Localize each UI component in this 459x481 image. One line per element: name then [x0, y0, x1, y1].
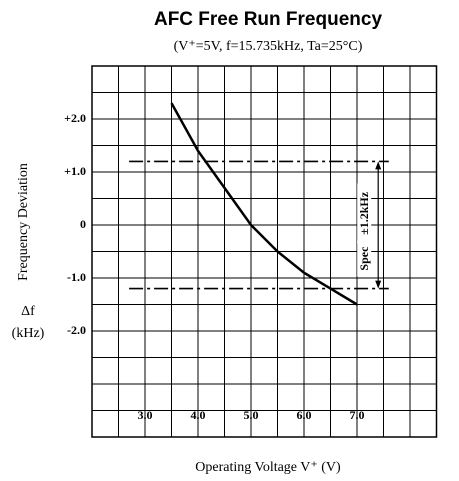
label-bg — [357, 183, 372, 244]
y-axis-label: Frequency Deviation — [16, 163, 31, 281]
spec-label: Spec — [357, 246, 371, 271]
x-tick-label: 6.0 — [297, 408, 312, 422]
spec-range-label: ±1.2kHz — [357, 191, 371, 235]
y-unit-symbol: Δf — [21, 304, 35, 319]
x-tick-label: 7.0 — [350, 408, 365, 422]
x-axis-label: Operating Voltage V⁺ (V) — [195, 460, 341, 475]
label-bg — [357, 240, 372, 277]
curve — [170, 102, 358, 306]
y-tick-label: -1.0 — [67, 270, 86, 284]
chart-title: AFC Free Run Frequency — [154, 9, 382, 30]
x-tick-label: 4.0 — [191, 408, 206, 422]
y-unit: (kHz) — [12, 326, 45, 341]
x-tick-label: 5.0 — [244, 408, 259, 422]
y-tick-label: -2.0 — [67, 323, 86, 337]
y-tick-label: +1.0 — [64, 164, 86, 178]
arrow-head — [375, 161, 382, 170]
y-tick-label: +2.0 — [64, 111, 86, 125]
x-tick-label: 3.0 — [138, 408, 153, 422]
arrow-head — [375, 280, 382, 289]
chart-subtitle: (V⁺=5V, f=15.735kHz, Ta=25°C) — [174, 39, 363, 54]
y-tick-label: 0 — [80, 217, 86, 231]
